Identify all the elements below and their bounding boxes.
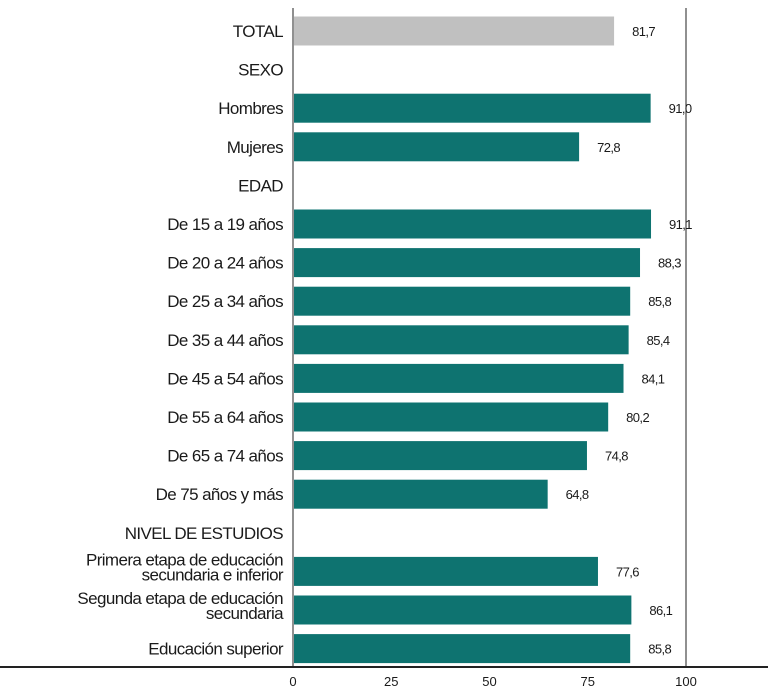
data-label: 91,1 (669, 217, 692, 232)
category-label: De 55 a 64 años (167, 408, 283, 427)
category-label: Primera etapa de educación secundaria e i… (86, 550, 284, 584)
category-label: Educación superior (148, 640, 284, 659)
category-label: De 65 a 74 años (167, 447, 283, 466)
category-label: De 75 años y más (156, 485, 284, 504)
category-label: De 45 a 54 años (167, 369, 283, 388)
total-bar (294, 16, 615, 46)
data-label: 85,4 (647, 333, 670, 348)
bar (294, 286, 631, 316)
x-tick-label: 50 (482, 674, 496, 689)
data-label: 84,1 (642, 371, 665, 386)
bar (294, 441, 587, 471)
category-label: Mujeres (227, 138, 283, 157)
bar (294, 325, 629, 355)
bar (294, 132, 580, 162)
bar (294, 248, 641, 278)
data-label: 72,8 (597, 140, 620, 155)
section-label: NIVEL DE ESTUDIOS (125, 524, 284, 543)
category-label: De 20 a 24 años (167, 254, 283, 273)
data-label: 85,8 (648, 294, 671, 309)
bar (294, 402, 609, 432)
category-label: TOTAL (233, 22, 283, 41)
data-label: 74,8 (605, 449, 628, 464)
category-label: Segunda etapa de educación secundaria (77, 589, 284, 623)
category-label: De 35 a 44 años (167, 331, 283, 350)
category-label: Hombres (218, 99, 283, 118)
bar (294, 634, 631, 664)
data-label: 64,8 (566, 487, 589, 502)
data-label: 91,0 (669, 101, 692, 116)
bar (294, 93, 651, 123)
category-label: De 15 a 19 años (167, 215, 283, 234)
data-label: 77,6 (616, 564, 639, 579)
category-label: De 25 a 34 años (167, 292, 283, 311)
section-label: EDAD (238, 176, 283, 195)
data-label: 81,7 (632, 24, 655, 39)
data-label: 85,8 (648, 642, 671, 657)
data-label: 88,3 (658, 256, 681, 271)
bar (294, 556, 598, 586)
x-tick-label: 25 (384, 674, 398, 689)
section-label: SEXO (238, 61, 283, 80)
bar (294, 363, 624, 393)
x-tick-label: 0 (289, 674, 296, 689)
x-tick-label: 75 (581, 674, 595, 689)
data-label: 86,1 (649, 603, 672, 618)
data-label: 80,2 (626, 410, 649, 425)
bar (294, 209, 652, 239)
bar (294, 595, 632, 625)
x-tick-label: 100 (675, 674, 697, 689)
bar (294, 479, 548, 509)
